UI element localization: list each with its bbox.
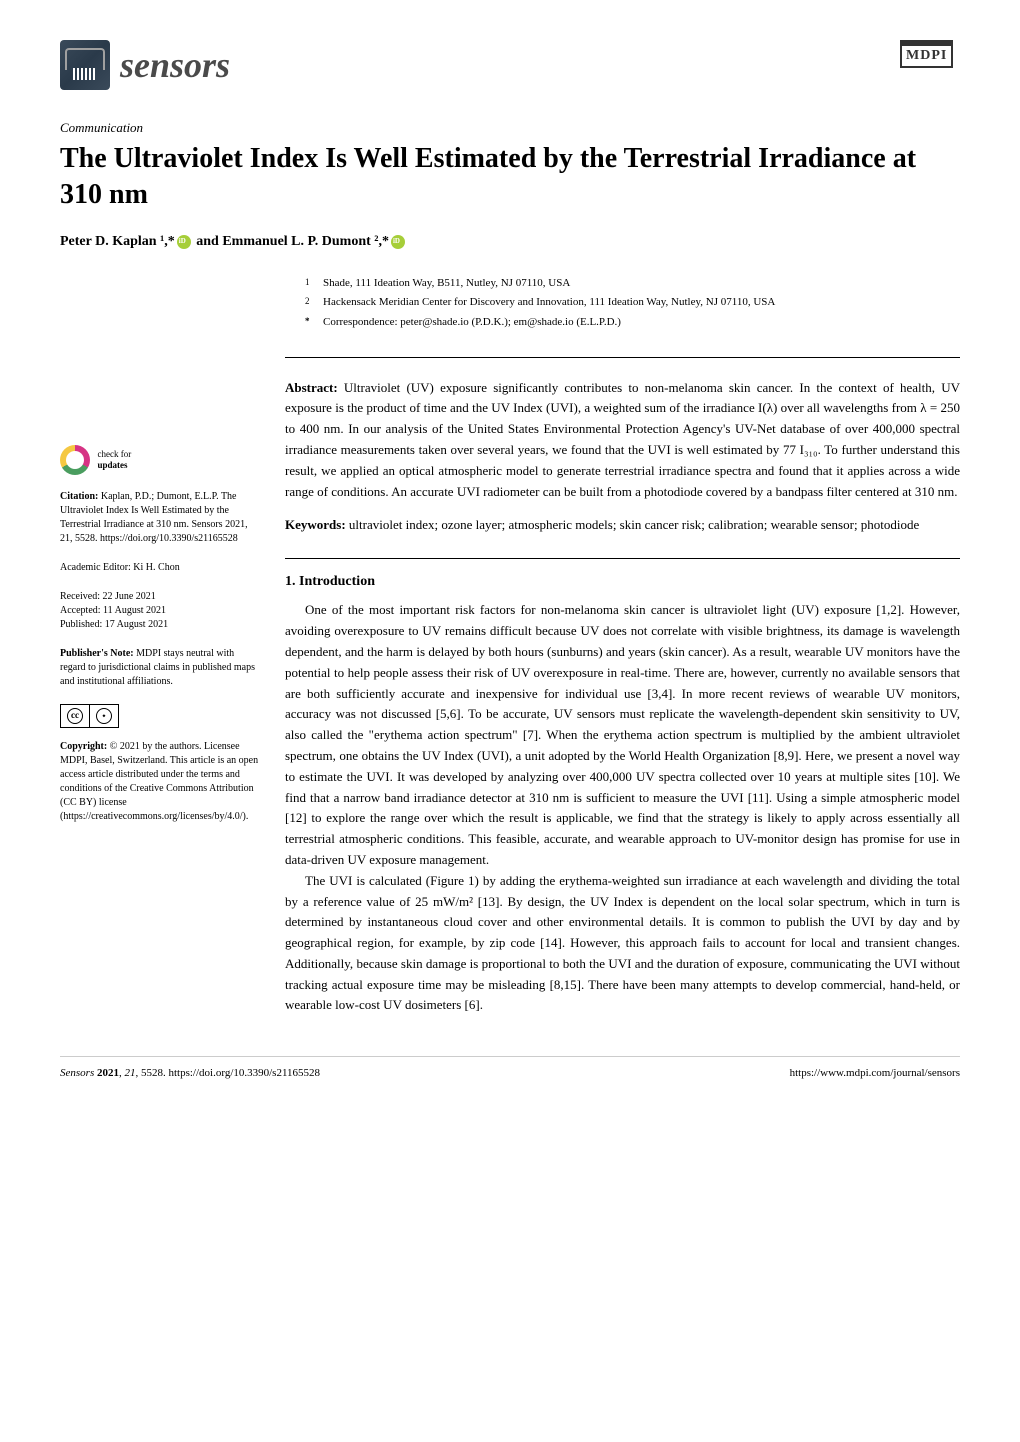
abstract-label: Abstract: [285,380,338,395]
by-icon: 🞘 [96,708,112,724]
affiliation-num: 2 [305,294,315,312]
publisher-name: MDPI [906,48,947,63]
journal-logo: sensors [60,40,230,90]
header: sensors MDPI [60,40,960,90]
author-1: Peter D. Kaplan ¹,* [60,234,175,249]
affiliations: 1 Shade, 111 Ideation Way, B511, Nutley,… [285,275,960,332]
editor-block: Academic Editor: Ki H. Chon [60,561,260,575]
intro-para-2: The UVI is calculated (Figure 1) by addi… [285,871,960,1017]
footer: Sensors 2021, 21, 5528. https://doi.org/… [60,1056,960,1079]
orcid-icon[interactable] [177,235,191,249]
publishers-note-label: Publisher's Note: [60,648,134,659]
affiliation-text: Correspondence: peter@shade.io (P.D.K.);… [323,314,621,332]
affiliation-num: 1 [305,275,315,293]
sensors-icon [60,40,110,90]
article-type: Communication [60,120,960,136]
publishers-note-block: Publisher's Note: MDPI stays neutral wit… [60,647,260,689]
affiliation-row: 2 Hackensack Meridian Center for Discove… [305,294,960,312]
citation-label: Citation: [60,491,98,502]
abstract-text: Ultraviolet (UV) exposure significantly … [285,380,960,499]
received-date: Received: 22 June 2021 [60,590,260,604]
divider [285,558,960,559]
publisher-logo: MDPI [900,40,960,80]
journal-name: sensors [120,44,230,86]
introduction-body: One of the most important risk factors f… [285,600,960,1016]
affiliation-num: * [305,314,315,332]
copyright-block: Copyright: © 2021 by the authors. Licens… [60,740,260,824]
cc-license-badge[interactable]: cc 🞘 [60,704,260,728]
footer-left: Sensors 2021, 21, 5528. https://doi.org/… [60,1067,320,1079]
footer-right[interactable]: https://www.mdpi.com/journal/sensors [790,1067,960,1079]
check-updates-text: check for updates [98,449,132,471]
published-date: Published: 17 August 2021 [60,618,260,632]
keywords-label: Keywords: [285,517,346,532]
affiliation-row: * Correspondence: peter@shade.io (P.D.K.… [305,314,960,332]
accepted-date: Accepted: 11 August 2021 [60,604,260,618]
check-updates[interactable]: check for updates [60,445,260,475]
cc-icon: cc [67,708,83,724]
check-updates-icon [60,445,90,475]
keywords-text: ultraviolet index; ozone layer; atmosphe… [346,517,920,532]
section-heading: 1. Introduction [285,574,960,590]
content-wrapper: check for updates Citation: Kaplan, P.D.… [60,275,960,1017]
intro-para-1: One of the most important risk factors f… [285,600,960,870]
citation-block: Citation: Kaplan, P.D.; Dumont, E.L.P. T… [60,490,260,546]
author-2: and Emmanuel L. P. Dumont ²,* [193,234,389,249]
affiliation-text: Shade, 111 Ideation Way, B511, Nutley, N… [323,275,570,293]
dates-block: Received: 22 June 2021 Accepted: 11 Augu… [60,590,260,632]
copyright-label: Copyright: [60,741,107,752]
authors-line: Peter D. Kaplan ¹,* and Emmanuel L. P. D… [60,234,960,250]
article-title: The Ultraviolet Index Is Well Estimated … [60,141,960,214]
affiliation-text: Hackensack Meridian Center for Discovery… [323,294,775,312]
keywords-section: Keywords: ultraviolet index; ozone layer… [285,517,960,533]
copyright-text: © 2021 by the authors. Licensee MDPI, Ba… [60,741,258,822]
sidebar: check for updates Citation: Kaplan, P.D.… [60,275,260,1017]
abstract-section: Abstract: Ultraviolet (UV) exposure sign… [285,357,960,503]
orcid-icon[interactable] [391,235,405,249]
affiliation-row: 1 Shade, 111 Ideation Way, B511, Nutley,… [305,275,960,293]
main-content: 1 Shade, 111 Ideation Way, B511, Nutley,… [285,275,960,1017]
